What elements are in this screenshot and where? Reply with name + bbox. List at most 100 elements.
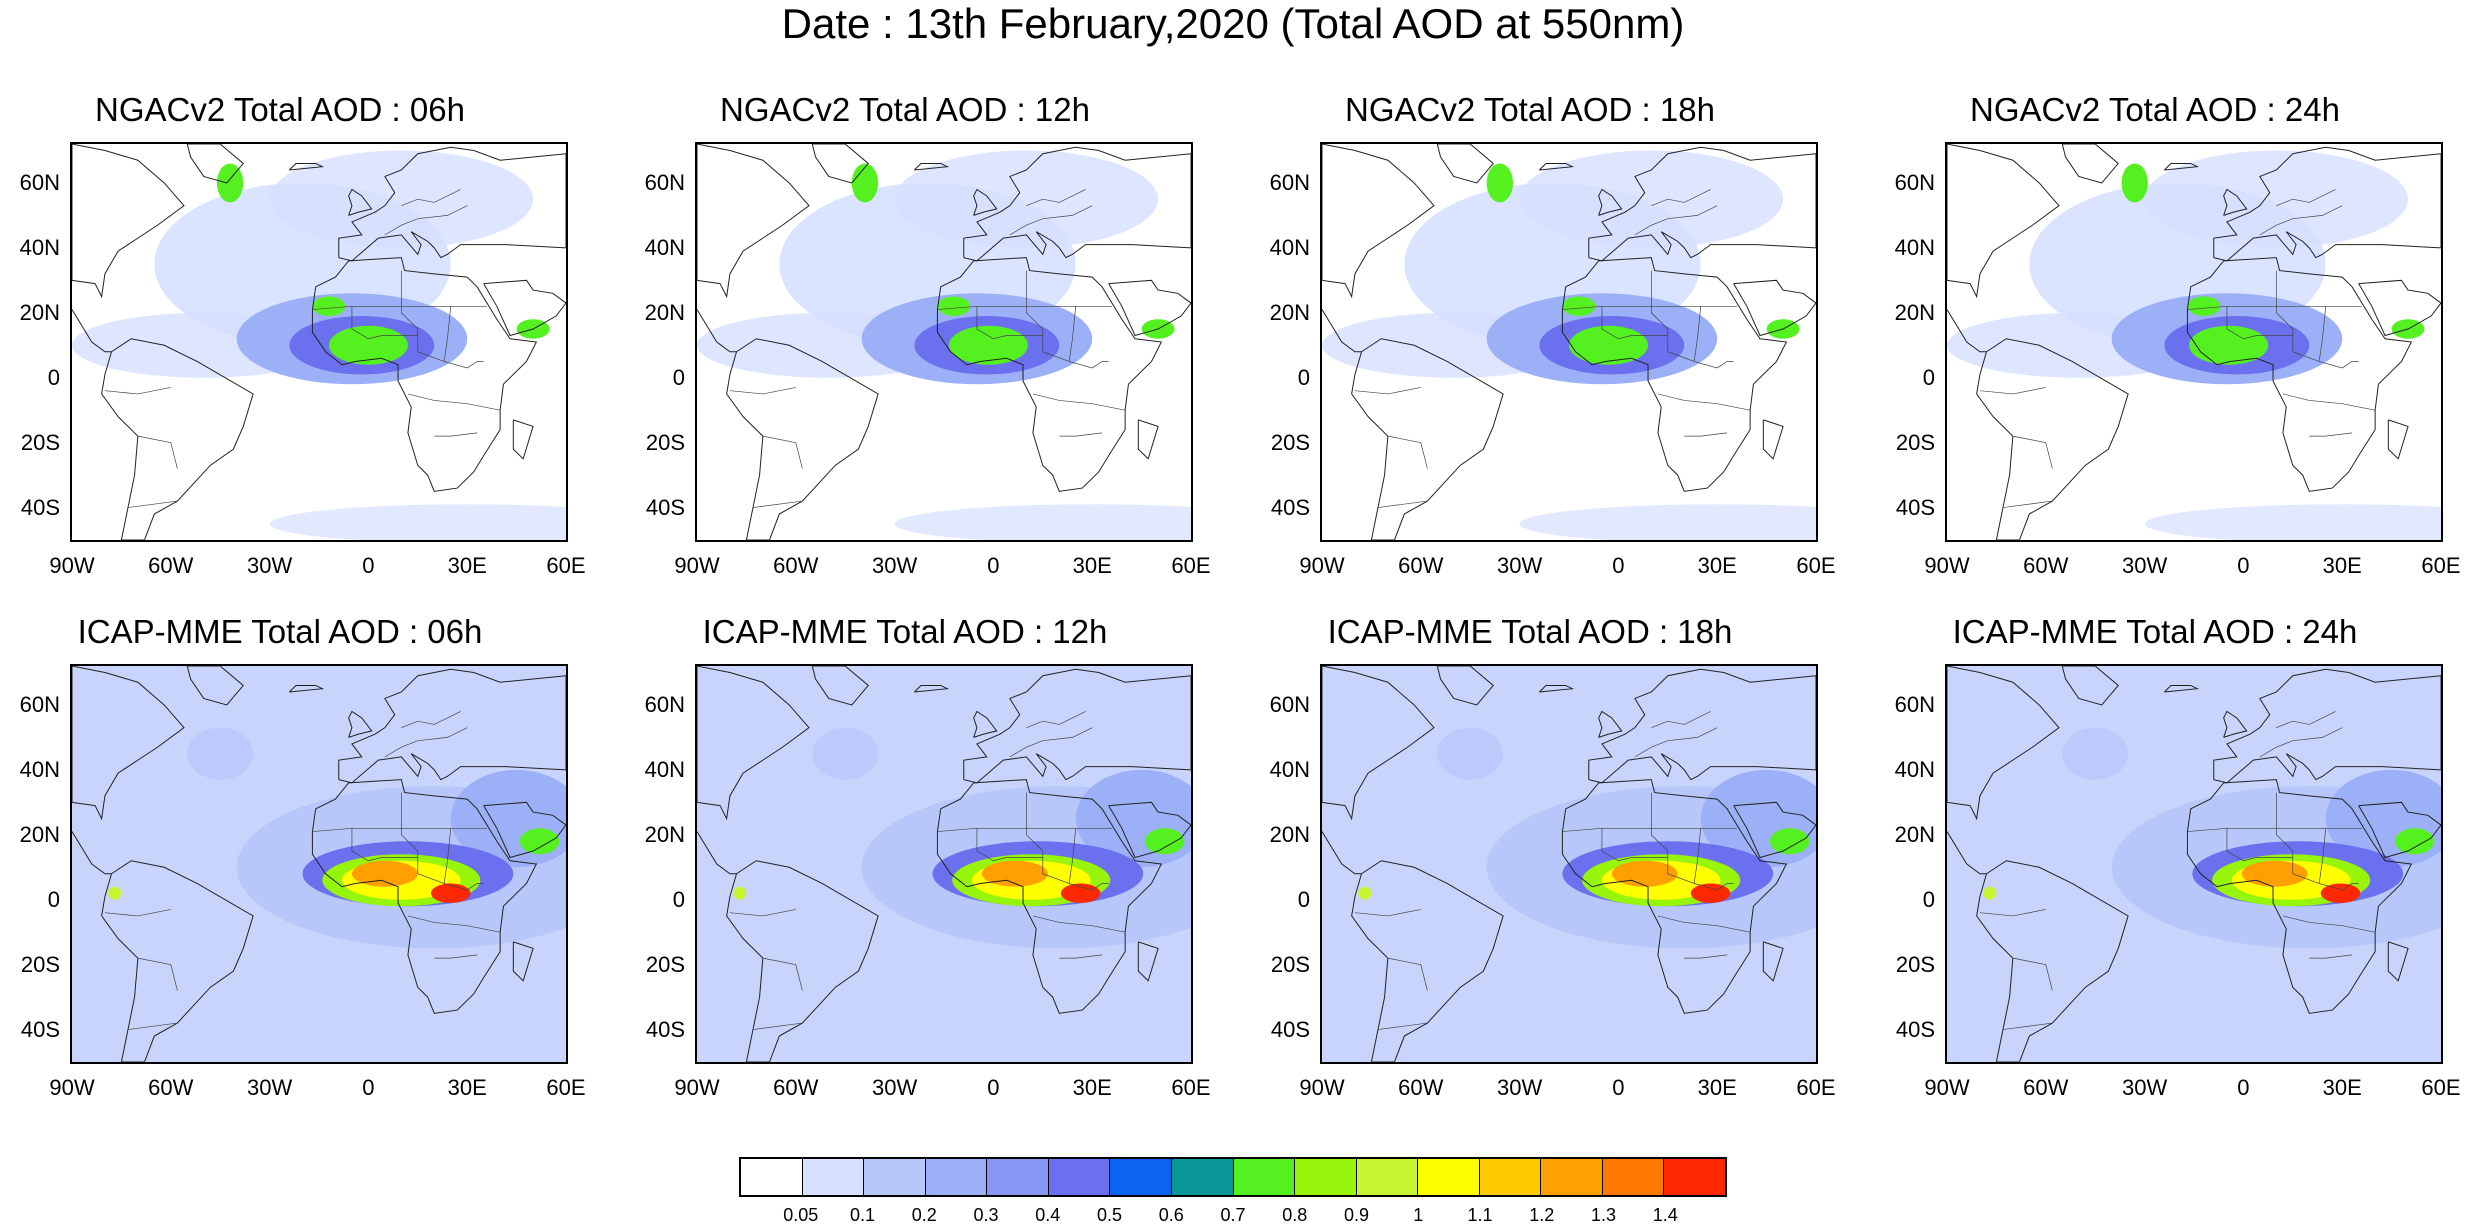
colorbar-swatch bbox=[802, 1159, 865, 1195]
longitude-tick-label: 60E bbox=[1171, 1075, 1211, 1100]
country-border bbox=[1009, 205, 1093, 236]
colorbar-swatch bbox=[1171, 1159, 1234, 1195]
country-border bbox=[137, 957, 178, 991]
aod-colorbar bbox=[739, 1157, 1727, 1197]
colorbar-tick-label: 0.7 bbox=[1220, 1205, 1246, 1225]
longitude-tick-label: 60W bbox=[2023, 1075, 2069, 1100]
country-border bbox=[976, 306, 1043, 340]
colorbar-tick-label: 0.8 bbox=[1282, 1205, 1308, 1225]
longitude-tick-label: 60E bbox=[546, 553, 586, 578]
country-border bbox=[2282, 915, 2376, 933]
country-border bbox=[127, 1022, 178, 1030]
country-border bbox=[104, 387, 171, 395]
latitude-tick-label: 20S bbox=[1270, 951, 1310, 977]
country-border bbox=[1650, 792, 1695, 884]
country-border bbox=[762, 435, 803, 469]
longitude-tick-label: 0 bbox=[362, 553, 375, 578]
colorbar-tick-label: 0.4 bbox=[1035, 1205, 1061, 1225]
coastline bbox=[2186, 779, 2413, 1014]
latitude-tick-label: 20S bbox=[20, 951, 60, 977]
country-border bbox=[1657, 915, 1751, 933]
longitude-tick-label: 60W bbox=[773, 553, 819, 578]
country-border bbox=[1026, 189, 1086, 206]
coastline bbox=[1108, 279, 1191, 337]
colorbar-swatch bbox=[987, 1159, 1049, 1195]
map-frame bbox=[1320, 664, 1818, 1064]
coastline bbox=[914, 684, 950, 693]
latitude-tick-label: 60N bbox=[1269, 169, 1310, 195]
coastline bbox=[483, 279, 566, 337]
latitude-tick-label: 60N bbox=[1269, 691, 1310, 717]
coastline bbox=[726, 860, 879, 1062]
coastline bbox=[1322, 666, 1435, 821]
map-panel: ICAP-MME Total AOD : 12h 60N 40N 20N 0 20S 40S… bbox=[625, 522, 1211, 1100]
coastline bbox=[1539, 162, 1575, 171]
aod-plume bbox=[894, 504, 1191, 540]
coastline bbox=[101, 338, 254, 540]
colorbar-swatch bbox=[1418, 1159, 1480, 1195]
panel-title: ICAP-MME Total AOD : 24h bbox=[1952, 613, 2358, 650]
colorbar-tick-label: 0.6 bbox=[1158, 1205, 1184, 1225]
longitude-tick-label: 90W bbox=[49, 1075, 95, 1100]
coastline bbox=[1733, 279, 1816, 337]
country-border bbox=[2226, 306, 2293, 340]
aod-plume bbox=[851, 163, 879, 203]
country-border bbox=[1684, 954, 1728, 959]
coastline bbox=[2164, 684, 2200, 693]
country-border bbox=[1601, 828, 1668, 862]
country-border bbox=[137, 435, 178, 469]
coastline bbox=[1108, 801, 1191, 859]
latitude-tick-label: 40S bbox=[645, 494, 685, 520]
country-border bbox=[1601, 306, 1668, 340]
coastline bbox=[289, 162, 325, 171]
latitude-tick-label: 20S bbox=[645, 429, 685, 455]
country-border bbox=[2012, 435, 2053, 469]
country-border bbox=[434, 954, 478, 959]
map-panel: NGACv2 Total AOD : 06h 60N 40N 20N 0 20S 40S 90… bbox=[0, 0, 586, 578]
country-border bbox=[1651, 189, 1711, 206]
country-border bbox=[1979, 387, 2046, 395]
latitude-tick-label: 40S bbox=[1270, 1016, 1310, 1042]
country-border bbox=[1693, 306, 1734, 369]
aod-plume bbox=[1690, 883, 1731, 903]
longitude-tick-label: 90W bbox=[1924, 1075, 1970, 1100]
latitude-tick-label: 20S bbox=[1895, 429, 1935, 455]
longitude-tick-label: 30E bbox=[447, 553, 487, 578]
aod-map bbox=[697, 666, 1191, 1062]
country-border bbox=[1025, 270, 1070, 362]
colorbar-swatch bbox=[1541, 1159, 1603, 1195]
coastline bbox=[311, 779, 538, 1014]
country-border bbox=[1387, 435, 1428, 469]
aod-plume bbox=[1144, 828, 1185, 855]
longitude-tick-label: 90W bbox=[674, 1075, 720, 1100]
aod-plume bbox=[733, 886, 747, 900]
aod-plume bbox=[1569, 325, 1649, 365]
country-border bbox=[1354, 387, 1421, 395]
coastline bbox=[186, 144, 244, 184]
coastline bbox=[697, 144, 810, 299]
coastline bbox=[1322, 831, 1362, 875]
country-border bbox=[1068, 306, 1109, 369]
map-panel: NGACv2 Total AOD : 12h 60N 40N 20N 0 20S 40S 90… bbox=[625, 0, 1211, 578]
coastline bbox=[1561, 257, 1788, 492]
coastline bbox=[2223, 188, 2248, 216]
latitude-tick-label: 40S bbox=[1270, 494, 1310, 520]
latitude-tick-label: 0 bbox=[1922, 364, 1935, 390]
coastline bbox=[1588, 146, 1816, 262]
aod-plume bbox=[1562, 296, 1596, 317]
aod-plume bbox=[1060, 883, 1101, 903]
colorbar-tick-label: 0.2 bbox=[911, 1205, 937, 1225]
country-border bbox=[1634, 205, 1718, 236]
country-border bbox=[401, 189, 461, 206]
latitude-tick-label: 40N bbox=[1269, 756, 1310, 782]
country-border bbox=[2276, 711, 2336, 728]
longitude-tick-label: 0 bbox=[362, 1075, 375, 1100]
longitude-tick-label: 30W bbox=[871, 1075, 918, 1100]
map-panel: NGACv2 Total AOD : 18h 60N 40N 20N 0 20S 40S 90… bbox=[1250, 0, 1836, 578]
coastline bbox=[348, 188, 373, 216]
coastline bbox=[1976, 338, 2129, 540]
coastline bbox=[512, 419, 534, 460]
latitude-tick-label: 20N bbox=[1269, 821, 1310, 847]
coastline bbox=[811, 666, 869, 706]
latitude-tick-label: 40N bbox=[1894, 234, 1935, 260]
